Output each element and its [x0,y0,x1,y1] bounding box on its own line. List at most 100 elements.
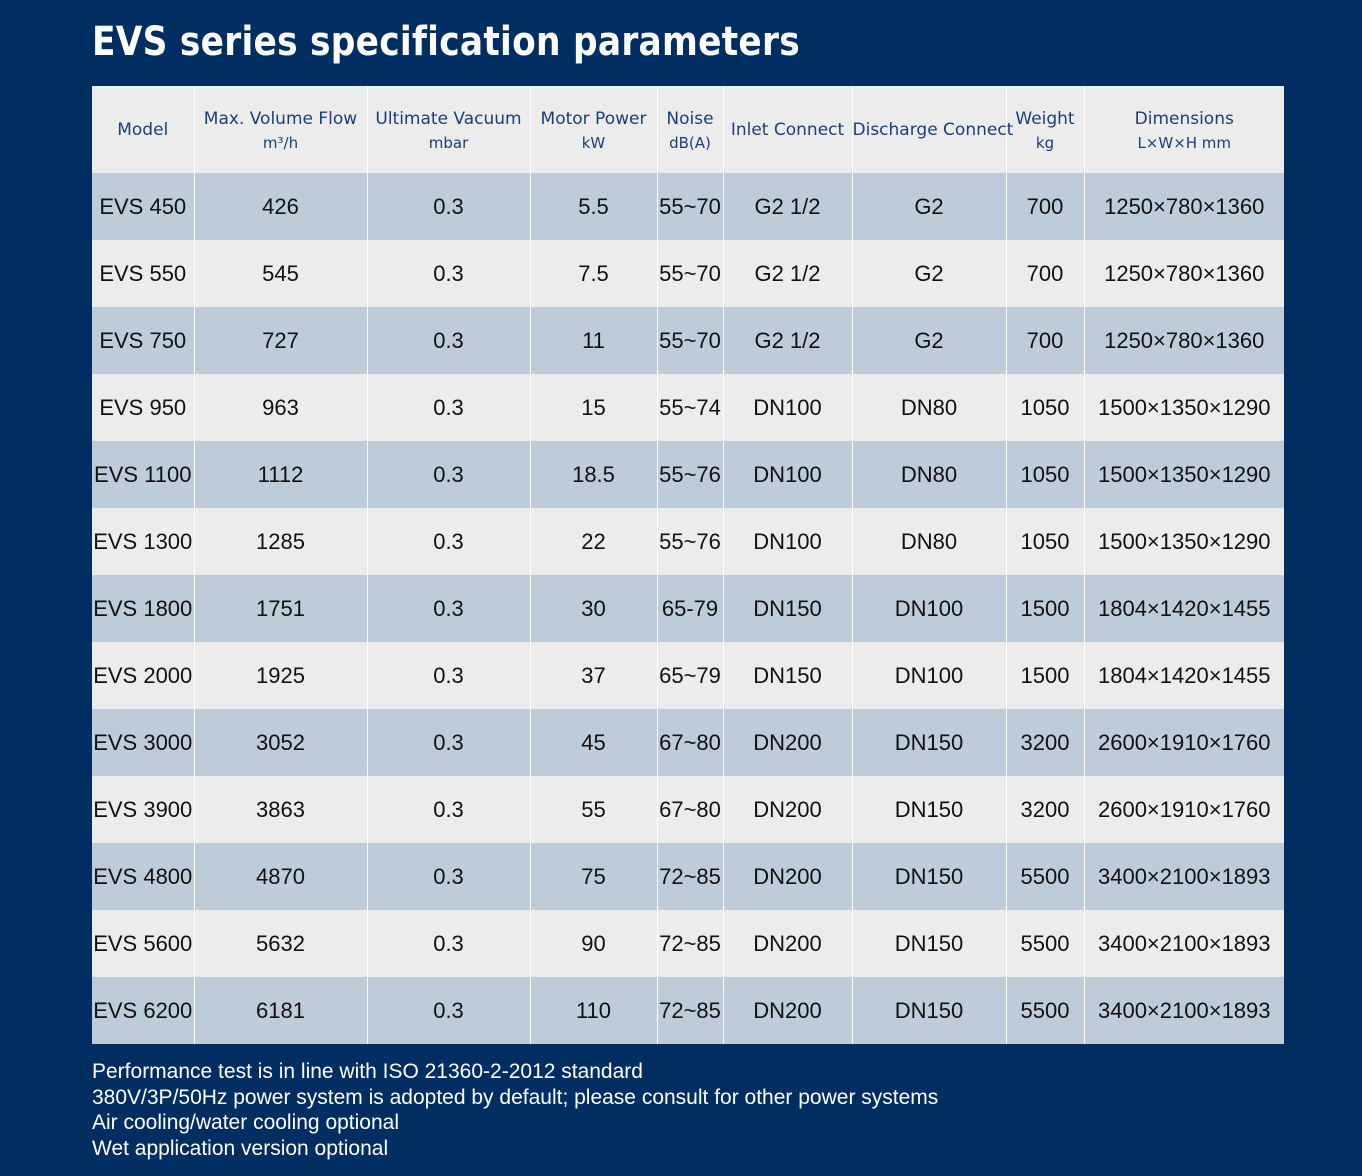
motor-power-cell: 5.5 [529,173,658,240]
table-row: EVS 1100 1112 0.3 18.5 55~76 DN100 DN80 1050 150… [92,441,1284,508]
ultimate-vacuum-cell: 0.3 [366,709,531,776]
discharge-connect-cell: DN150 [851,843,1007,910]
discharge-connect-cell: DN150 [851,910,1007,977]
ultimate-vacuum-cell: 0.3 [366,575,531,642]
motor-power-cell: 55 [529,776,658,843]
table-row: EVS 4800 4870 0.3 75 72~85 DN200 DN150 5500 3400… [92,843,1284,910]
weight-cell: 700 [1005,240,1085,307]
ultimate-vacuum-cell: 0.3 [366,307,531,374]
discharge-connect-cell: DN80 [851,508,1007,575]
noise-cell: 67~80 [656,709,724,776]
specification-table: Model Max. Volume Flow m³/h Ultimate Vac… [92,86,1284,1044]
ultimate-vacuum-cell: 0.3 [366,843,531,910]
motor-power-cell: 75 [529,843,658,910]
model-cell: EVS 3900 [92,776,195,843]
dimensions-cell: 3400×2100×1893 [1083,977,1284,1044]
weight-cell: 700 [1005,173,1085,240]
volume-flow-cell: 1112 [193,441,368,508]
motor-power-cell: 18.5 [529,441,658,508]
volume-flow-cell: 5632 [193,910,368,977]
weight-cell: 1050 [1005,441,1085,508]
discharge-connect-cell: G2 [851,173,1007,240]
motor-power-cell: 11 [529,307,658,374]
table-row: EVS 750 727 0.3 11 55~70 G2 1/2 G2 700 1250×780×… [92,307,1284,374]
table-body: EVS 450 426 0.3 5.5 55~70 G2 1/2 G2 700 1250×780… [92,173,1284,1044]
motor-power-cell: 45 [529,709,658,776]
table-row: EVS 3900 3863 0.3 55 67~80 DN200 DN150 3200 2600… [92,776,1284,843]
inlet-connect-cell: DN200 [722,910,853,977]
dimensions-cell: 3400×2100×1893 [1083,910,1284,977]
inlet-connect-cell: DN200 [722,977,853,1044]
dimensions-cell: 1250×780×1360 [1083,240,1284,307]
ultimate-vacuum-cell: 0.3 [366,910,531,977]
dimensions-cell: 2600×1910×1760 [1083,776,1284,843]
ultimate-vacuum-cell: 0.3 [366,441,531,508]
inlet-connect-cell: DN200 [722,709,853,776]
weight-cell: 5500 [1005,910,1085,977]
ultimate-vacuum-cell: 0.3 [366,508,531,575]
column-header-unit: kW [581,133,606,152]
table-row: EVS 2000 1925 0.3 37 65~79 DN150 DN100 1500 1804… [92,642,1284,709]
volume-flow-cell: 3863 [193,776,368,843]
volume-flow-cell: 6181 [193,977,368,1044]
model-cell: EVS 750 [92,307,195,374]
inlet-connect-cell: DN150 [722,575,853,642]
model-cell: EVS 1800 [92,575,195,642]
column-header-unit: mbar [428,133,469,152]
ultimate-vacuum-cell: 0.3 [366,642,531,709]
column-header-label: Motor Power [540,108,647,129]
page-title: EVS series specification parameters [92,19,800,65]
noise-cell: 55~70 [656,173,724,240]
ultimate-vacuum-cell: 0.3 [366,776,531,843]
motor-power-cell: 30 [529,575,658,642]
column-header-unit: kg [1035,133,1055,152]
inlet-connect-cell: G2 1/2 [722,240,853,307]
table-row: EVS 450 426 0.3 5.5 55~70 G2 1/2 G2 700 1250×780… [92,173,1284,240]
motor-power-cell: 110 [529,977,658,1044]
motor-power-cell: 22 [529,508,658,575]
table-row: EVS 6200 6181 0.3 110 72~85 DN200 DN150 5500 340… [92,977,1284,1044]
discharge-connect-cell: DN80 [851,374,1007,441]
dimensions-cell: 1500×1350×1290 [1083,374,1284,441]
volume-flow-cell: 963 [193,374,368,441]
column-header-unit: dB(A) [669,133,711,152]
model-cell: EVS 1300 [92,508,195,575]
noise-cell: 65-79 [656,575,724,642]
noise-cell: 55~70 [656,307,724,374]
dimensions-cell: 1804×1420×1455 [1083,642,1284,709]
discharge-connect-cell: DN150 [851,977,1007,1044]
discharge-connect-cell: G2 [851,240,1007,307]
motor-power-cell: 37 [529,642,658,709]
inlet-connect-cell: DN100 [722,508,853,575]
model-cell: EVS 550 [92,240,195,307]
model-cell: EVS 3000 [92,709,195,776]
footnote: Wet application version optional [92,1136,389,1160]
table-row: EVS 950 963 0.3 15 55~74 DN100 DN80 1050 1500×13… [92,374,1284,441]
ultimate-vacuum-cell: 0.3 [366,240,531,307]
weight-cell: 1050 [1005,508,1085,575]
footnote: Performance test is in line with ISO 213… [92,1060,643,1083]
model-cell: EVS 2000 [92,642,195,709]
inlet-connect-cell: DN100 [722,441,853,508]
column-header-dimensions: Dimensions L×W×H mm [1083,86,1284,173]
dimensions-cell: 1250×780×1360 [1083,173,1284,240]
inlet-connect-cell: DN200 [722,843,853,910]
table-header-row: Model Max. Volume Flow m³/h Ultimate Vac… [92,86,1284,173]
dimensions-cell: 1500×1350×1290 [1083,508,1284,575]
noise-cell: 72~85 [656,843,724,910]
table-row: EVS 1800 1751 0.3 30 65-79 DN150 DN100 1500 1804… [92,575,1284,642]
noise-cell: 55~76 [656,508,724,575]
noise-cell: 55~76 [656,441,724,508]
noise-cell: 67~80 [656,776,724,843]
footnotes: Performance test is in line with ISO 213… [92,1059,938,1161]
discharge-connect-cell: DN150 [851,776,1007,843]
dimensions-cell: 3400×2100×1893 [1083,843,1284,910]
ultimate-vacuum-cell: 0.3 [366,173,531,240]
column-header-label: Discharge Connect [852,119,1014,140]
dimensions-cell: 1500×1350×1290 [1083,441,1284,508]
inlet-connect-cell: G2 1/2 [722,307,853,374]
volume-flow-cell: 426 [193,173,368,240]
volume-flow-cell: 3052 [193,709,368,776]
volume-flow-cell: 1751 [193,575,368,642]
column-header-label: Max. Volume Flow [203,108,358,129]
